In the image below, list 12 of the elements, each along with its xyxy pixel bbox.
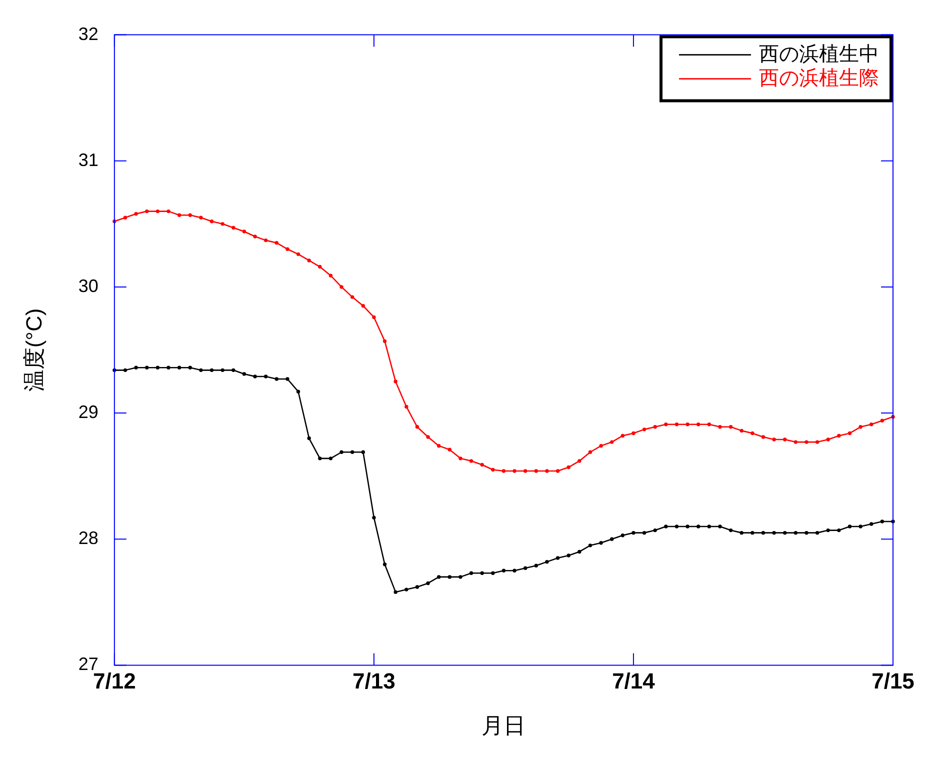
y-axis-title: 温度(°C) — [21, 308, 46, 392]
y-tick-label: 29 — [78, 402, 98, 422]
x-axis-title: 月日 — [482, 712, 526, 738]
y-tick-label: 30 — [78, 276, 98, 296]
y-tick-label: 32 — [78, 24, 98, 44]
legend-label: 西の浜植生際 — [759, 67, 879, 90]
x-tick-label: 7/14 — [612, 668, 656, 694]
y-tick-label: 31 — [78, 150, 98, 170]
x-tick-label: 7/15 — [872, 668, 914, 694]
x-tick-label: 7/13 — [352, 668, 396, 694]
y-tick-label: 28 — [78, 528, 98, 548]
legend-label: 西の浜植生中 — [759, 43, 879, 66]
